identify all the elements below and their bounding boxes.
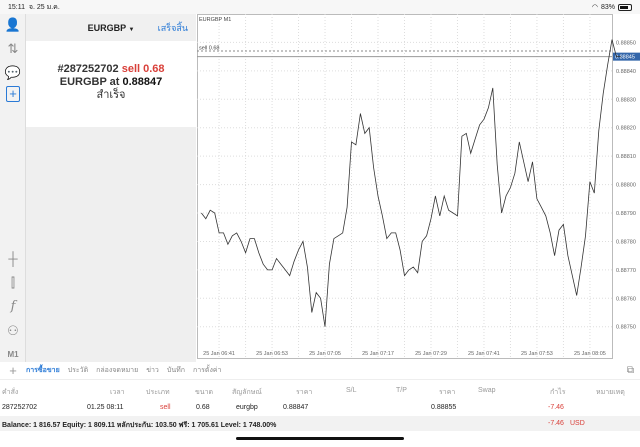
wifi-icon: ◠ (591, 4, 598, 11)
col-type: ประเภท (146, 389, 170, 396)
y-tick-label: 0.88750 (616, 325, 636, 331)
order-result-panel: EURGBP ▼ เสร็จสิ้น #287252702 sell 0.68 … (26, 14, 196, 362)
y-tick-label: 0.88830 (616, 97, 636, 103)
balance-text: Balance: 1 816.57 Equity: 1 809.11 หลักป… (2, 422, 277, 429)
tab-journal[interactable]: บันทึก (166, 367, 185, 374)
timeframe-button[interactable]: M1 (7, 350, 19, 359)
col-profit: กำไร (550, 389, 566, 396)
col-price: ราคา (296, 389, 313, 396)
tab-history[interactable]: ประวัติ (67, 367, 89, 374)
x-tick-label: 25 Jan 07:05 (309, 351, 341, 357)
x-tick-label: 25 Jan 06:41 (203, 351, 235, 357)
x-tick-label: 25 Jan 07:41 (468, 351, 500, 357)
table-header: คำสั่ง เวลา ประเภท ขนาด สัญลักษณ์ ราคา S… (0, 384, 640, 398)
col-volume: ขนาด (195, 389, 214, 396)
clock: 15:11 (8, 3, 25, 11)
crosshair-icon[interactable]: ┼ (8, 251, 18, 266)
col-swap: Swap (478, 387, 496, 394)
y-tick-label: 0.88820 (616, 126, 636, 132)
order-number: #287252702 (57, 63, 119, 75)
y-tick-label: 0.88770 (616, 268, 636, 274)
result-text: สำเร็จ (96, 89, 126, 101)
y-tick-label: 0.88850 (616, 40, 636, 46)
chart-title: EURGBP M1 (199, 17, 231, 23)
y-tick-label: 0.88760 (616, 296, 636, 302)
tab-mailbox[interactable]: กล่องจดหมาย (96, 367, 139, 374)
chat-icon[interactable]: 💬 (4, 65, 22, 80)
layout-toggle-icon[interactable]: ⧉ (626, 365, 634, 376)
y-tick-label: 0.88780 (616, 239, 636, 245)
currency: USD (570, 420, 585, 427)
left-toolbar: 👤 ⇅ 💬 + ┼ ⫿ f ⚇ M1 (0, 14, 26, 362)
cell-volume: 0.68 (196, 404, 210, 411)
cell-price: 0.88847 (283, 404, 309, 411)
order-price: 0.88847 (122, 76, 163, 88)
balance-row: Balance: 1 816.57 Equity: 1 809.11 หลักป… (0, 416, 640, 431)
date: จ. 25 ม.ค. (28, 3, 60, 11)
y-tick-label: 0.88840 (616, 69, 636, 75)
trade-icon[interactable]: ⇅ (7, 41, 19, 56)
y-tick-label: 0.88800 (616, 183, 636, 189)
plot-area (197, 14, 613, 359)
total-profit: -7.46 (548, 420, 564, 427)
current-price-badge (613, 52, 640, 61)
table-row[interactable]: 287252702 01.25 08:11 sell 0.68 eurgbp 0… (0, 401, 640, 415)
tab-trade[interactable]: การซื้อขาย (26, 367, 60, 374)
price-chart[interactable]: 0.88850 0.88840 0.88830 0.88820 0.88810 0.888… (197, 14, 640, 360)
col-sl: S/L (346, 387, 357, 394)
order-symbol-text: EURGBP at (59, 76, 120, 88)
tab-settings[interactable]: การตั้งค่า (192, 367, 222, 374)
order-side: sell 0.68 (121, 63, 165, 75)
cell-symbol: eurgbp (236, 404, 258, 411)
order-line-label: sell 0.68 (199, 45, 220, 51)
bottom-tabs: + การซื้อขาย ประวัติ กล่องจดหมาย ข่าว บั… (0, 362, 640, 380)
x-tick-label: 25 Jan 06:53 (256, 351, 288, 357)
col-time: เวลา (110, 389, 125, 396)
account-icon[interactable]: 👤 (4, 17, 22, 32)
y-tick-label: 0.88790 (616, 211, 636, 217)
x-tick-label: 25 Jan 07:53 (521, 351, 553, 357)
y-tick-label: 0.88810 (616, 154, 636, 160)
col-tp: T/P (396, 387, 407, 394)
battery-percent: 83% (600, 3, 615, 11)
battery-icon (618, 3, 632, 11)
symbol-selector[interactable]: EURGBP ▼ (88, 23, 135, 33)
x-tick-label: 25 Jan 08:05 (574, 351, 606, 357)
order-result: #287252702 sell 0.68 EURGBP at 0.88847 ส… (26, 41, 196, 127)
chart-svg[interactable]: 0.88850 0.88840 0.88830 0.88820 0.88810 0.888… (197, 14, 640, 360)
col-order: คำสั่ง (2, 389, 19, 396)
candles-icon[interactable]: ⫿ (10, 275, 16, 290)
home-indicator[interactable] (236, 437, 404, 440)
done-button[interactable]: เสร็จสิ้น (157, 22, 188, 33)
symbol-label: EURGBP (87, 22, 126, 33)
cell-current-price: 0.88855 (431, 404, 457, 411)
cell-order: 287252702 (2, 404, 38, 411)
col-comment: หมายเหตุ (596, 389, 625, 396)
x-tick-label: 25 Jan 07:29 (415, 351, 447, 357)
price-line (201, 39, 621, 327)
panel-header: EURGBP ▼ เสร็จสิ้น (26, 14, 196, 41)
cell-profit: -7.46 (548, 404, 564, 411)
cell-time: 01.25 08:11 (87, 404, 124, 411)
col-current-price: ราคา (439, 389, 456, 396)
status-bar: 15:11 จ. 25 ม.ค. ◠ 83% (0, 0, 640, 14)
objects-icon[interactable]: ⚇ (7, 323, 19, 338)
x-tick-label: 25 Jan 07:17 (362, 351, 394, 357)
col-symbol: สัญลักษณ์ (232, 389, 262, 396)
cell-type: sell (160, 404, 171, 411)
tab-news[interactable]: ข่าว (146, 367, 159, 374)
current-price-label: 0.88845 (615, 55, 635, 61)
add-icon[interactable]: + (9, 363, 17, 378)
indicator-icon[interactable]: f (10, 299, 16, 314)
chevron-down-icon: ▼ (128, 26, 135, 33)
new-order-icon[interactable]: + (6, 86, 20, 102)
